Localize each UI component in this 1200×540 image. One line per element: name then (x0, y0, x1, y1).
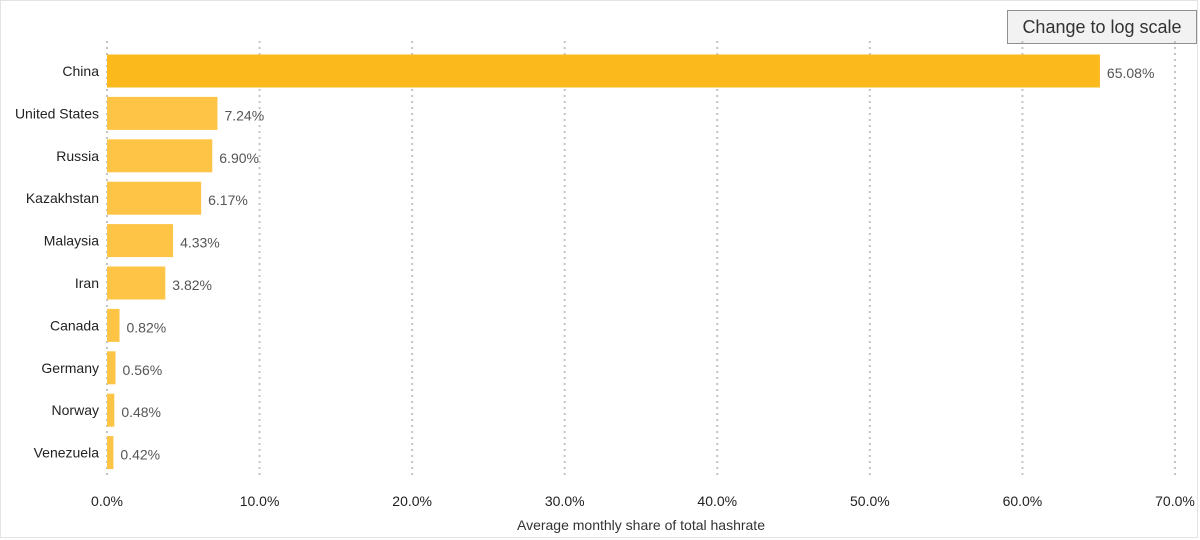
x-tick-label: 70.0% (1155, 493, 1195, 509)
value-label: 0.48% (121, 404, 161, 420)
x-tick-label: 60.0% (1003, 493, 1043, 509)
category-label: Malaysia (44, 233, 99, 249)
value-label: 0.42% (120, 447, 160, 463)
category-label: Russia (56, 148, 99, 164)
x-tick-label: 0.0% (91, 493, 123, 509)
value-label: 7.24% (224, 107, 264, 123)
value-label: 3.82% (172, 277, 212, 293)
value-labels: 65.08% 7.24% 6.90% 6.17% 4.33% 3.82% 0.82% 0.56… (120, 65, 1154, 463)
bar[interactable] (107, 393, 115, 427)
value-label: 0.82% (127, 319, 167, 335)
category-label: Germany (41, 360, 99, 376)
category-label: Venezuela (34, 445, 100, 461)
x-tick-label: 40.0% (697, 493, 737, 509)
category-label: Kazakhstan (26, 190, 99, 206)
category-label: Canada (50, 317, 99, 333)
x-tick-labels: 0.0% 10.0% 20.0% 30.0% 40.0% 50.0% 60.0% 70.0% (91, 493, 1195, 509)
value-label: 6.17% (208, 192, 248, 208)
x-tick-label: 50.0% (850, 493, 890, 509)
category-labels: China United States Russia Kazakhstan Malays… (15, 63, 99, 461)
x-axis-title: Average monthly share of total hashrate (517, 517, 765, 533)
grid-lines (106, 41, 1176, 478)
category-label: Iran (75, 275, 99, 291)
bar[interactable] (107, 266, 166, 300)
log-scale-button[interactable]: Change to log scale (1007, 10, 1197, 44)
bar[interactable] (107, 139, 213, 173)
bar[interactable] (107, 351, 116, 385)
x-tick-label: 20.0% (392, 493, 432, 509)
value-label: 65.08% (1107, 65, 1154, 81)
bar[interactable] (107, 181, 202, 215)
bars (107, 54, 1100, 470)
category-label: Norway (52, 402, 99, 418)
value-label: 6.90% (219, 150, 259, 166)
bar[interactable] (107, 224, 174, 258)
category-label: United States (15, 105, 99, 121)
bar[interactable] (107, 436, 114, 470)
bar[interactable] (107, 308, 120, 342)
bar[interactable] (107, 96, 218, 130)
bar[interactable] (107, 54, 1100, 88)
x-tick-label: 30.0% (545, 493, 585, 509)
value-label: 4.33% (180, 235, 220, 251)
category-label: China (62, 63, 99, 79)
value-label: 0.56% (123, 362, 163, 378)
x-tick-label: 10.0% (240, 493, 280, 509)
